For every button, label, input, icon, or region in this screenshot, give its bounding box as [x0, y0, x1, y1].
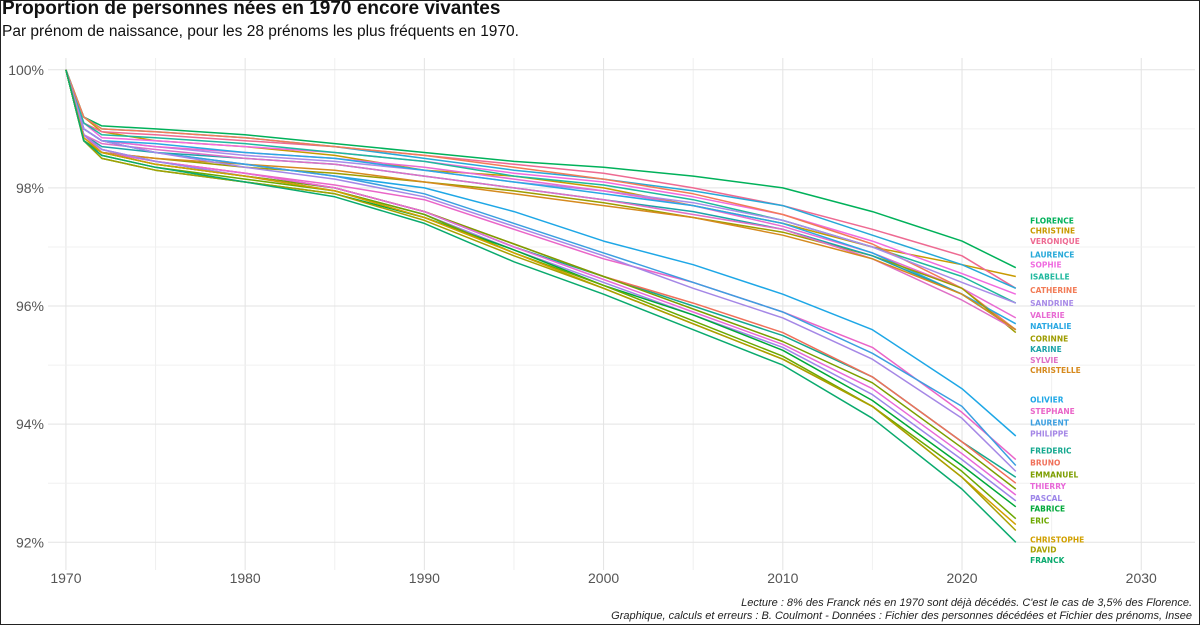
- series-label-veronique: VERONIQUE: [1030, 237, 1080, 246]
- series-label-sandrine: SANDRINE: [1030, 299, 1074, 308]
- series-line-isabelle: [65, 69, 1017, 304]
- y-tick-label: 96%: [16, 298, 44, 314]
- series-line-philippe: [65, 69, 1017, 472]
- series-line-karine: [65, 69, 1017, 331]
- series-label-christelle: CHRISTELLE: [1030, 366, 1081, 375]
- series-line-catherine: [65, 69, 1017, 331]
- series-label-emmanuel: EMMANUEL: [1030, 470, 1078, 479]
- caption-credits: Graphique, calculs et erreurs : B. Coulm…: [611, 610, 1192, 622]
- series-label-christophe: CHRISTOPHE: [1030, 535, 1084, 544]
- series-label-fabrice: FABRICE: [1030, 505, 1065, 514]
- series-label-christine: CHRISTINE: [1030, 226, 1075, 235]
- series-label-stephane: STEPHANE: [1030, 407, 1075, 416]
- series-label-laurence: LAURENCE: [1030, 251, 1074, 260]
- series-line-franck: [65, 69, 1017, 543]
- series-line-christelle: [65, 69, 1017, 331]
- chart-title: Proportion de personnes nées en 1970 enc…: [2, 0, 501, 19]
- x-tick-label: 2030: [1126, 570, 1157, 586]
- x-tick-label: 1990: [409, 570, 440, 586]
- series-line-sandrine: [65, 69, 1017, 304]
- series-label-frederic: FREDERIC: [1030, 447, 1072, 456]
- series-label-catherine: CATHERINE: [1030, 286, 1077, 295]
- y-tick-label: 100%: [8, 62, 44, 78]
- x-tick-label: 2000: [588, 570, 619, 586]
- series-label-sophie: SOPHIE: [1030, 261, 1061, 270]
- series-line-sophie: [65, 69, 1017, 295]
- series-label-franck: FRANCK: [1030, 556, 1065, 565]
- grid-lines: [48, 58, 1195, 570]
- series-line-florence: [65, 69, 1017, 269]
- series-label-philippe: PHILIPPE: [1030, 430, 1068, 439]
- series-line-veronique: [65, 69, 1017, 289]
- x-tick-label: 1970: [50, 570, 81, 586]
- series-line-frederic: [65, 69, 1017, 478]
- x-tick-label: 1980: [230, 570, 261, 586]
- series-line-nathalie: [65, 69, 1017, 325]
- series-label-florence: FLORENCE: [1030, 216, 1074, 225]
- series-label-bruno: BRUNO: [1030, 459, 1060, 468]
- y-tick-label: 92%: [16, 534, 44, 550]
- series-label-thierry: THIERRY: [1030, 482, 1066, 491]
- series-label-pascal: PASCAL: [1030, 494, 1062, 503]
- series-label-david: DAVID: [1030, 545, 1056, 554]
- series-line-thierry: [65, 69, 1017, 496]
- series-label-olivier: OLIVIER: [1030, 395, 1064, 404]
- series-label-sylvie: SYLVIE: [1030, 356, 1058, 365]
- series-line-sylvie: [65, 69, 1017, 331]
- series-line-david: [65, 69, 1017, 532]
- chart-subtitle: Par prénom de naissance, pour les 28 pré…: [2, 23, 519, 40]
- series-label-isabelle: ISABELLE: [1030, 273, 1070, 282]
- series-lines: [65, 69, 1017, 543]
- series-label-valerie: VALERIE: [1030, 311, 1065, 320]
- x-tick-label: 2020: [946, 570, 977, 586]
- series-label-nathalie: NATHALIE: [1030, 322, 1071, 331]
- series-label-eric: ERIC: [1030, 516, 1050, 525]
- series-label-corinne: CORINNE: [1030, 335, 1068, 344]
- series-line-eric: [65, 69, 1017, 520]
- series-line-corinne: [65, 69, 1017, 334]
- series-line-pascal: [65, 69, 1017, 502]
- x-tick-label: 2010: [767, 570, 798, 586]
- series-label-laurent: LAURENT: [1030, 418, 1070, 427]
- x-axis: 1970 1980 1990 2000 2010 2020 2030: [50, 570, 1157, 586]
- y-axis: 92% 94% 96% 98% 100%: [8, 62, 44, 550]
- series-label-karine: KARINE: [1030, 345, 1062, 354]
- y-tick-label: 94%: [16, 416, 44, 432]
- y-tick-label: 98%: [16, 180, 44, 196]
- caption-reading-note: Lecture : 8% des Franck nés en 1970 sont…: [741, 597, 1192, 609]
